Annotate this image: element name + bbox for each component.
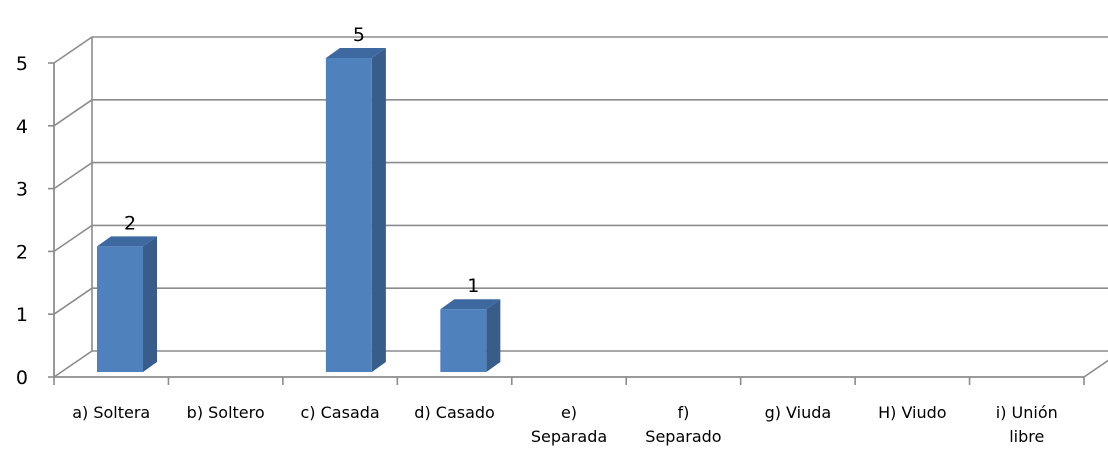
bar-top bbox=[440, 299, 501, 310]
x-tick-label: e) bbox=[561, 403, 577, 422]
bar bbox=[97, 246, 143, 372]
x-tick-label: a) Soltera bbox=[72, 403, 150, 422]
x-tick-label: Separado bbox=[645, 427, 721, 446]
data-label: 1 bbox=[467, 275, 479, 297]
bars bbox=[97, 48, 501, 372]
x-tick-label: f) bbox=[678, 403, 690, 422]
x-tick-label: H) Viudo bbox=[878, 403, 946, 422]
y-tick-label: 4 bbox=[16, 116, 28, 138]
x-axis-tick-labels: a) Soltera b) Soltero c) Casada d) Casado e)… bbox=[72, 403, 1058, 446]
x-tick-label: Separada bbox=[531, 427, 607, 446]
x-tick-label: d) Casado bbox=[414, 403, 495, 422]
data-label: 2 bbox=[124, 212, 136, 234]
axes bbox=[48, 37, 1108, 385]
gridline-wall-3 bbox=[53, 161, 93, 190]
data-labels: 2 5 1 bbox=[124, 24, 479, 297]
gridlines bbox=[53, 36, 1108, 315]
gridline-wall-2 bbox=[53, 224, 93, 253]
bar bbox=[325, 58, 372, 372]
y-tick-label: 3 bbox=[16, 179, 28, 201]
y-tick-label: 5 bbox=[16, 53, 28, 75]
y-tick-label: 0 bbox=[16, 367, 28, 389]
x-tick-label: libre bbox=[1009, 427, 1044, 446]
data-label: 5 bbox=[353, 24, 365, 46]
bar-side bbox=[486, 299, 501, 372]
bar-side bbox=[371, 48, 386, 372]
bar-top bbox=[97, 236, 157, 247]
bar-top bbox=[325, 48, 386, 58]
y-tick-label: 2 bbox=[16, 241, 28, 263]
floor-right-edge bbox=[1083, 359, 1108, 378]
floor-left-edge bbox=[53, 350, 93, 378]
x-tick-label: g) Viuda bbox=[765, 403, 832, 422]
x-tick-label: i) Unión bbox=[996, 403, 1058, 422]
gridline-wall-4 bbox=[53, 99, 93, 127]
x-tick-label: b) Soltero bbox=[187, 403, 265, 422]
bar bbox=[440, 309, 487, 372]
y-tick-label: 1 bbox=[16, 304, 28, 326]
bar-side bbox=[143, 236, 157, 372]
gridline-wall-5 bbox=[53, 36, 93, 64]
y-axis-tick-labels: 0 1 2 3 4 5 bbox=[16, 53, 28, 389]
x-tick-label: c) Casada bbox=[301, 403, 380, 422]
gridline-wall-1 bbox=[53, 287, 93, 315]
